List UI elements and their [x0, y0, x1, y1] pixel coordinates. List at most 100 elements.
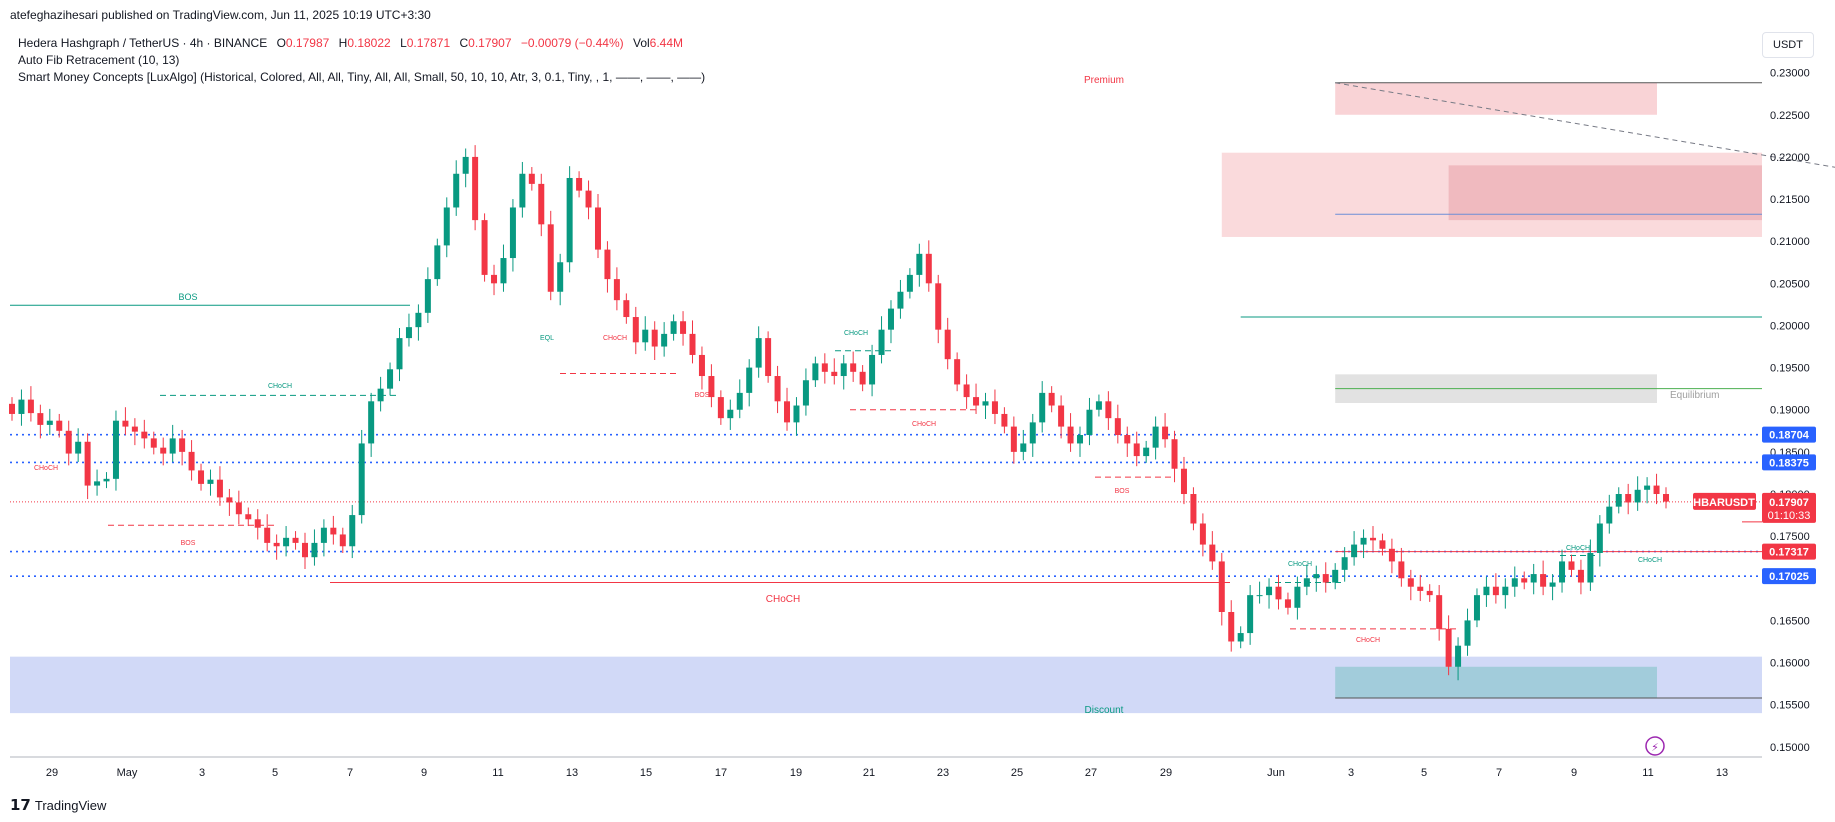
indicator-smc-row[interactable]: Smart Money Concepts [LuxAlgo] (Historic…	[18, 70, 706, 84]
high-value: 0.18022	[347, 36, 391, 50]
y-axis-tick-label: 0.16500	[1770, 615, 1810, 627]
candle-body	[9, 403, 15, 414]
candle-body	[1067, 426, 1074, 444]
candle-body	[944, 329, 951, 360]
indicator-fib-row[interactable]: Auto Fib Retracement (10, 13)	[18, 53, 180, 67]
vol-value: 6.44M	[649, 36, 684, 50]
candle-body	[349, 515, 356, 547]
candle-body	[566, 177, 573, 263]
candle-body	[481, 220, 488, 275]
candle-body	[56, 420, 63, 431]
price-label-box	[1762, 543, 1816, 560]
structure-label: CHoCH	[766, 594, 800, 605]
supply-zone-inner	[1448, 165, 1762, 221]
candle-body	[727, 409, 734, 419]
candle-body	[387, 369, 394, 389]
close-value: 0.17907	[468, 36, 512, 50]
candle-body	[1407, 578, 1414, 587]
structure-label: BOS	[695, 392, 710, 399]
candle-body	[330, 527, 337, 535]
candle-body	[1502, 586, 1509, 596]
candle-body	[1445, 628, 1452, 667]
y-axis-tick-label: 0.19500	[1770, 363, 1810, 375]
candle-body	[1559, 561, 1566, 583]
candle-body	[755, 338, 762, 368]
candle-body	[821, 363, 828, 372]
candle-body	[1294, 586, 1301, 608]
x-axis-tick-label: 7	[347, 767, 353, 779]
symbol-legend-row[interactable]: Hedera Hashgraph / TetherUS · 4h · BINAN…	[18, 35, 705, 52]
candle-body	[1001, 413, 1008, 427]
tradingview-logo[interactable]: 𝟭𝟳 TradingView	[10, 796, 106, 814]
current-price-box	[1762, 492, 1816, 523]
y-axis-tick-label: 0.22500	[1770, 110, 1810, 122]
candle-body	[1398, 561, 1405, 579]
candle-body	[1256, 595, 1263, 597]
y-axis-tick-label: 0.23000	[1770, 68, 1810, 80]
candle-body	[1634, 489, 1641, 503]
premium-zone	[1335, 82, 1657, 115]
candle-body	[131, 426, 138, 432]
candle-body	[859, 371, 866, 385]
candle-body	[301, 542, 308, 558]
current-price-text: 0.17907	[1769, 497, 1809, 509]
candle-body	[1209, 544, 1216, 562]
candle-body	[18, 399, 25, 414]
change-value: −0.00079 (−0.44%)	[520, 36, 624, 50]
candle-body	[1606, 506, 1613, 524]
candle-body	[613, 279, 620, 301]
candle-body	[472, 156, 479, 221]
candle-body	[916, 253, 923, 275]
candle-body	[1010, 426, 1017, 452]
candle-body	[1237, 633, 1244, 642]
candle-body	[358, 443, 365, 516]
candle-body	[1228, 611, 1235, 642]
candle-body	[226, 497, 233, 503]
structure-label: CHoCH	[603, 335, 627, 342]
candle-body	[935, 283, 942, 330]
candle-body	[1483, 586, 1490, 596]
x-axis-tick-label: 21	[863, 767, 875, 779]
candle-body	[774, 376, 781, 402]
candle-body	[632, 317, 639, 343]
candle-body	[500, 258, 507, 284]
y-axis-tick-label: 0.15000	[1770, 742, 1810, 754]
candle-body	[1124, 435, 1131, 444]
candle-body	[198, 470, 205, 484]
candle-body	[1303, 578, 1310, 587]
candle-body	[37, 413, 44, 425]
candle-body	[509, 207, 516, 259]
candle-body	[991, 401, 998, 414]
structure-label: CHoCH	[268, 383, 292, 390]
currency-button[interactable]: USDT	[1762, 32, 1814, 58]
y-axis-tick-label: 0.20500	[1770, 278, 1810, 290]
candle-body	[812, 363, 819, 381]
candle-body	[1171, 439, 1178, 469]
candle-body	[1199, 523, 1206, 545]
candle-body	[103, 478, 110, 482]
equilibrium-label: Equilibrium	[1670, 390, 1719, 401]
candle-body	[1596, 523, 1603, 554]
x-axis-tick-label: 3	[199, 767, 205, 779]
candle-body	[717, 397, 724, 419]
candle-body	[1190, 494, 1197, 524]
candle-body	[802, 380, 809, 406]
candle-body	[1284, 599, 1291, 608]
structure-label: CHoCH	[844, 330, 868, 337]
x-axis-tick-label: 5	[1421, 767, 1427, 779]
candle-body	[396, 338, 403, 370]
candle-body	[878, 329, 885, 355]
y-axis-tick-label: 0.19000	[1770, 405, 1810, 417]
candle-body	[1020, 443, 1027, 452]
candle-body	[680, 321, 687, 334]
candle-body	[377, 388, 384, 402]
x-axis-tick-label: 17	[715, 767, 727, 779]
candle-body	[642, 329, 649, 343]
candle-body	[869, 354, 876, 385]
x-axis-tick-label: 23	[937, 767, 949, 779]
x-axis-tick-label: 11	[492, 767, 503, 779]
candle-body	[897, 291, 904, 309]
x-axis-tick-label: 19	[790, 767, 802, 779]
candle-body	[1464, 620, 1471, 646]
